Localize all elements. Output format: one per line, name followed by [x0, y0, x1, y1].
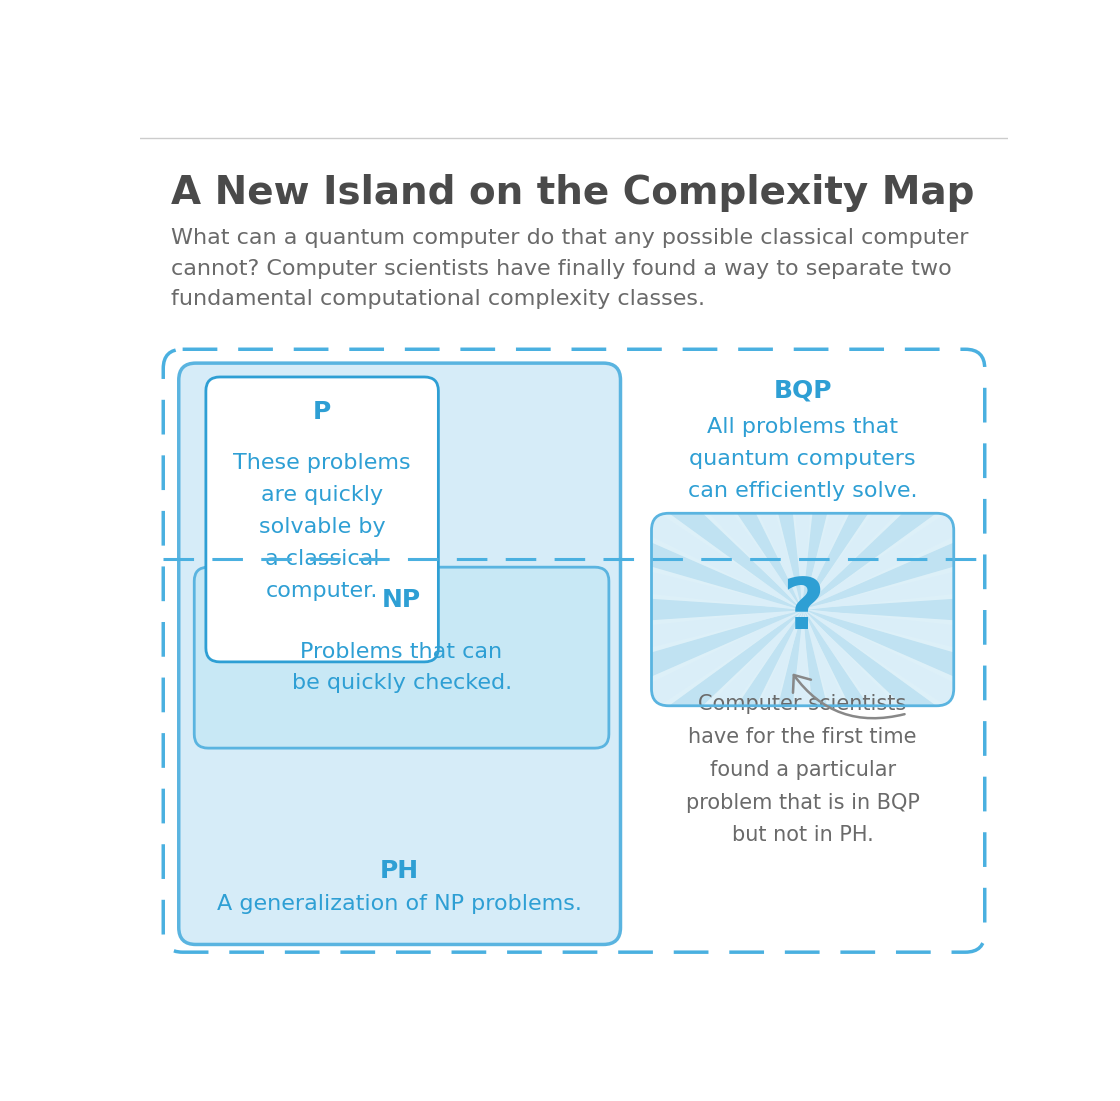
FancyBboxPatch shape [164, 349, 984, 952]
Polygon shape [660, 610, 803, 839]
Polygon shape [803, 610, 1010, 786]
FancyBboxPatch shape [206, 377, 438, 662]
Polygon shape [803, 468, 1033, 610]
Polygon shape [803, 610, 980, 816]
Text: All problems that
quantum computers
can efficiently solve.: All problems that quantum computers can … [688, 417, 917, 501]
Polygon shape [803, 548, 1058, 610]
Polygon shape [556, 610, 803, 712]
Text: P: P [312, 400, 332, 424]
Text: PH: PH [380, 859, 419, 883]
Text: NP: NP [382, 588, 421, 611]
Polygon shape [556, 506, 803, 610]
FancyBboxPatch shape [652, 513, 954, 706]
Text: BQP: BQP [774, 379, 832, 403]
Polygon shape [572, 468, 803, 610]
Polygon shape [803, 610, 906, 854]
Polygon shape [803, 356, 864, 610]
Polygon shape [803, 506, 1049, 610]
FancyArrowPatch shape [793, 675, 905, 718]
Polygon shape [803, 592, 1060, 626]
Polygon shape [596, 433, 803, 610]
Text: A generalization of NP problems.: A generalization of NP problems. [217, 894, 582, 915]
Polygon shape [548, 548, 803, 610]
Polygon shape [803, 433, 1010, 610]
Polygon shape [741, 356, 803, 610]
Polygon shape [803, 610, 945, 839]
Polygon shape [785, 610, 820, 864]
Polygon shape [803, 364, 906, 610]
Polygon shape [625, 404, 803, 610]
Polygon shape [699, 610, 803, 854]
Polygon shape [699, 364, 803, 610]
Polygon shape [803, 404, 980, 610]
Polygon shape [596, 610, 803, 786]
FancyBboxPatch shape [194, 567, 609, 748]
Text: Problems that can
be quickly checked.: Problems that can be quickly checked. [291, 642, 512, 693]
Polygon shape [803, 381, 945, 610]
Polygon shape [803, 610, 1033, 752]
Polygon shape [803, 610, 864, 863]
Polygon shape [547, 592, 803, 626]
Polygon shape [803, 610, 1049, 712]
Text: These problems
are quickly
solvable by
a classical
computer.: These problems are quickly solvable by a… [233, 454, 411, 601]
Text: A New Island on the Complexity Map: A New Island on the Complexity Map [171, 174, 974, 212]
Polygon shape [660, 381, 803, 610]
Text: What can a quantum computer do that any possible classical computer
cannot? Comp: What can a quantum computer do that any … [171, 228, 969, 309]
Polygon shape [548, 610, 803, 671]
Polygon shape [785, 355, 820, 610]
FancyBboxPatch shape [179, 363, 620, 945]
Polygon shape [625, 610, 803, 816]
Polygon shape [803, 610, 1058, 671]
Text: ?: ? [782, 575, 823, 644]
Text: Computer scientists
have for the first time
found a particular
problem that is i: Computer scientists have for the first t… [685, 695, 920, 846]
Polygon shape [572, 610, 803, 752]
Polygon shape [741, 610, 803, 863]
